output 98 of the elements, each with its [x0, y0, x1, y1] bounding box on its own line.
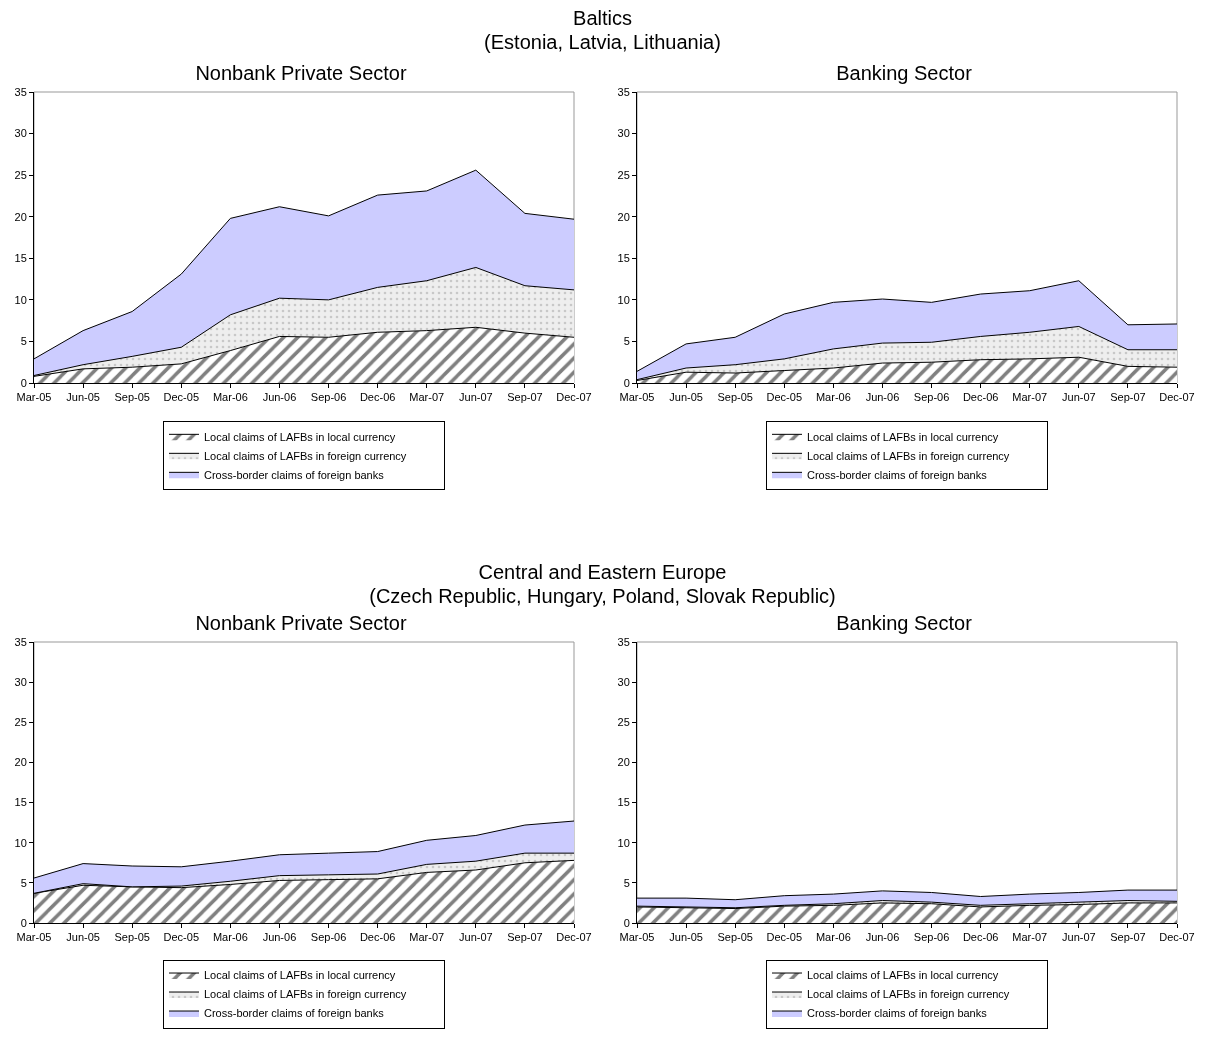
- x-tick-label: Dec-06: [359, 931, 396, 944]
- x-tick-label: Sep-07: [507, 391, 543, 404]
- legend-label: Local claims of LAFBs in foreign currency: [807, 449, 1010, 462]
- x-tick-label: Mar-05: [16, 931, 52, 944]
- chart-title: Banking Sector: [836, 612, 973, 634]
- x-tick-label: Sep-05: [717, 391, 753, 404]
- y-tick-label: 5: [20, 335, 27, 348]
- x-tick-label: Jun-07: [1062, 391, 1096, 404]
- legend-label: Local claims of LAFBs in local currency: [807, 969, 999, 982]
- y-tick-label: 25: [617, 168, 630, 181]
- y-tick-label: 25: [14, 168, 27, 181]
- x-tick-label: Sep-05: [114, 391, 150, 404]
- legend-label: Cross-border claims of foreign banks: [204, 468, 385, 481]
- x-tick-label: Jun-06: [865, 391, 900, 404]
- y-tick-label: 20: [14, 210, 27, 223]
- x-tick-label: Dec-06: [359, 391, 396, 404]
- x-tick-label: Dec-06: [962, 391, 999, 404]
- y-tick-label: 10: [14, 293, 27, 306]
- x-tick-label: Sep-06: [913, 931, 950, 944]
- x-tick-label: Sep-07: [1110, 391, 1146, 404]
- x-tick-label: Sep-07: [507, 931, 543, 944]
- chart-title: Nonbank Private Sector: [195, 62, 407, 84]
- legend-label: Local claims of LAFBs in foreign currency: [807, 988, 1010, 1001]
- y-tick-label: 10: [617, 836, 630, 849]
- x-tick-label: Dec-06: [962, 931, 999, 944]
- legend-label: Local claims of LAFBs in local currency: [204, 969, 396, 982]
- x-tick-label: Sep-07: [1110, 931, 1146, 944]
- y-tick-label: 20: [617, 756, 630, 769]
- x-tick-label: Mar-07: [409, 931, 445, 944]
- legend-label: Local claims of LAFBs in local currency: [807, 430, 999, 443]
- legend-label: Cross-border claims of foreign banks: [204, 1007, 385, 1020]
- x-tick-label: Dec-07: [556, 931, 592, 944]
- x-tick-label: Jun-05: [669, 391, 703, 404]
- y-tick-label: 10: [617, 293, 630, 306]
- y-tick-label: 5: [623, 335, 630, 348]
- x-tick-label: Mar-07: [409, 391, 445, 404]
- legend-label: Local claims of LAFBs in foreign currency: [204, 449, 407, 462]
- x-tick-label: Sep-05: [717, 931, 753, 944]
- x-tick-label: Sep-06: [310, 391, 347, 404]
- text: Baltics (Estonia, Latvia, Lithuania): [483, 6, 722, 54]
- x-tick-label: Mar-05: [619, 931, 655, 944]
- x-tick-label: Jun-06: [262, 931, 297, 944]
- y-tick-label: 30: [14, 675, 27, 688]
- x-tick-label: Dec-05: [163, 391, 199, 404]
- y-tick-label: 20: [14, 756, 27, 769]
- y-tick-label: 30: [617, 127, 630, 140]
- chart-title: Nonbank Private Sector: [195, 612, 407, 634]
- y-tick-label: 0: [20, 916, 27, 929]
- y-tick-label: 15: [617, 252, 630, 265]
- x-tick-label: Mar-06: [212, 931, 248, 944]
- y-tick-label: 15: [14, 252, 27, 265]
- x-tick-label: Jun-07: [459, 931, 493, 944]
- x-tick-label: Jun-06: [865, 931, 900, 944]
- chart-title: Banking Sector: [836, 62, 973, 84]
- y-tick-label: 10: [14, 836, 27, 849]
- y-tick-label: 0: [623, 376, 630, 389]
- x-tick-label: Dec-05: [766, 391, 802, 404]
- x-tick-label: Dec-07: [1159, 391, 1195, 404]
- y-tick-label: 30: [617, 675, 630, 688]
- y-tick-label: 25: [617, 716, 630, 729]
- x-tick-label: Jun-06: [262, 391, 297, 404]
- y-tick-label: 30: [14, 127, 27, 140]
- y-tick-label: 35: [14, 635, 27, 648]
- x-tick-label: Mar-05: [619, 391, 655, 404]
- x-tick-label: Sep-06: [310, 931, 347, 944]
- x-tick-label: Jun-05: [669, 931, 703, 944]
- y-tick-label: 25: [14, 716, 27, 729]
- x-tick-label: Jun-05: [66, 931, 100, 944]
- y-tick-label: 15: [617, 796, 630, 809]
- x-tick-label: Dec-07: [556, 391, 592, 404]
- x-tick-label: Dec-05: [163, 931, 199, 944]
- x-tick-label: Jun-07: [459, 391, 493, 404]
- y-tick-label: 35: [14, 85, 27, 98]
- x-tick-label: Mar-06: [212, 391, 248, 404]
- x-tick-label: Mar-06: [815, 931, 851, 944]
- y-tick-label: 15: [14, 796, 27, 809]
- y-tick-label: 35: [617, 85, 630, 98]
- y-tick-label: 35: [617, 635, 630, 648]
- x-tick-label: Jun-05: [66, 391, 100, 404]
- x-tick-label: Dec-07: [1159, 931, 1195, 944]
- x-tick-label: Mar-06: [815, 391, 851, 404]
- x-tick-label: Mar-07: [1012, 931, 1048, 944]
- x-tick-label: Sep-05: [114, 931, 150, 944]
- y-tick-label: 20: [617, 210, 630, 223]
- y-tick-label: 0: [20, 376, 27, 389]
- x-tick-label: Sep-06: [913, 391, 950, 404]
- legend-label: Cross-border claims of foreign banks: [807, 468, 988, 481]
- legend-label: Local claims of LAFBs in local currency: [204, 430, 396, 443]
- y-tick-label: 0: [623, 916, 630, 929]
- legend-label: Cross-border claims of foreign banks: [807, 1007, 988, 1020]
- y-tick-label: 5: [623, 876, 630, 889]
- y-tick-label: 5: [20, 876, 27, 889]
- x-tick-label: Dec-05: [766, 931, 802, 944]
- x-tick-label: Mar-05: [16, 391, 52, 404]
- x-tick-label: Mar-07: [1012, 391, 1048, 404]
- x-tick-label: Jun-07: [1062, 931, 1096, 944]
- text: Central and Eastern Europe (Czech Republic, Hungary, Poland, Slovak Republic): [368, 560, 837, 608]
- legend-label: Local claims of LAFBs in foreign currency: [204, 988, 407, 1001]
